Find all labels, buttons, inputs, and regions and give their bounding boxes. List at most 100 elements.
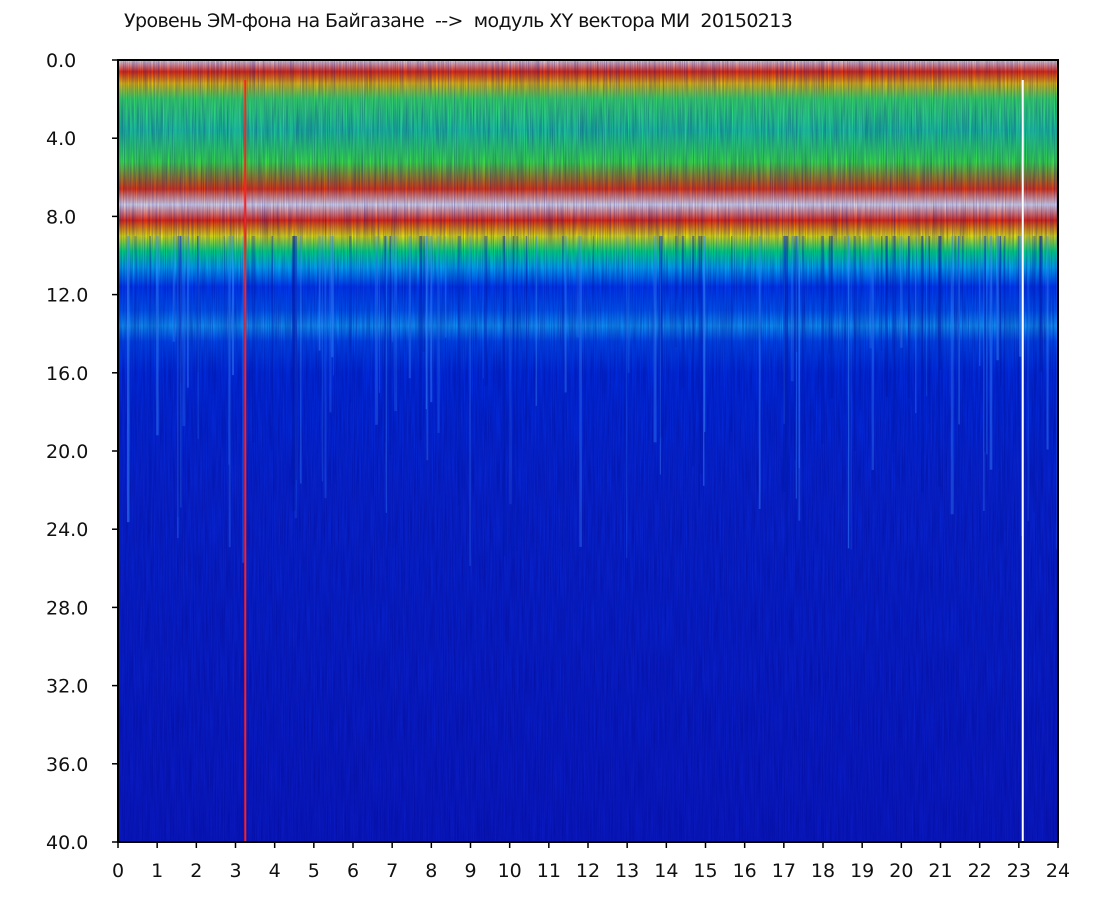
heatmap-streak	[223, 235, 225, 467]
heatmap-streak	[1003, 235, 1006, 532]
heatmap-streak	[384, 235, 387, 443]
heatmap-streak	[801, 235, 805, 568]
x-tick-label: 16	[733, 860, 757, 882]
x-tick-label: 13	[615, 860, 639, 882]
heatmap-streak	[989, 235, 993, 470]
heatmap-streak	[251, 235, 254, 429]
heatmap-streak	[692, 235, 695, 466]
heatmap-streak	[179, 235, 182, 384]
heatmap-streak	[232, 235, 235, 376]
x-tick-label: 12	[576, 860, 600, 882]
heatmap-streak	[419, 235, 422, 440]
x-tick-label: 20	[889, 860, 913, 882]
heatmap-streak	[300, 235, 302, 484]
heatmap-streak	[516, 235, 519, 551]
heatmap-streak	[698, 235, 700, 509]
x-tick-label: 2	[190, 860, 202, 882]
heatmap-streak	[700, 235, 703, 475]
y-tick-label: 40.0	[46, 832, 88, 854]
heatmap-streak	[950, 235, 954, 515]
heatmap-streak	[149, 235, 151, 535]
heatmap-streak	[329, 235, 332, 413]
heatmap-streak	[318, 235, 321, 351]
plot-area	[117, 59, 1059, 843]
heatmap-streak	[1056, 235, 1058, 550]
heatmap-streak	[660, 235, 663, 437]
heatmap-streak	[681, 235, 685, 389]
heatmap-streak	[172, 235, 175, 342]
heatmap-streak	[798, 235, 801, 521]
heatmap-streak	[291, 235, 295, 512]
heatmap-streak	[535, 235, 537, 406]
chart-title: Уровень ЭМ-фона на Байгазане --> модуль …	[124, 10, 793, 32]
x-tick-label: 17	[772, 860, 796, 882]
heatmap-streak	[627, 235, 630, 373]
heatmap-streak	[394, 235, 398, 412]
x-tick-label: 18	[811, 860, 835, 882]
heatmap-streak	[197, 235, 199, 439]
heatmap-streak	[798, 235, 800, 469]
heatmap-streak	[579, 235, 582, 547]
heatmap-streak	[961, 235, 964, 404]
heatmap-streak	[869, 235, 872, 349]
heatmap-streak	[658, 235, 661, 445]
time-markers	[244, 80, 1024, 842]
heatmap-streak	[785, 235, 789, 557]
heatmap-streak	[242, 235, 245, 563]
heatmap-streak	[853, 235, 857, 451]
x-tick-label: 10	[498, 860, 522, 882]
heatmap-streak	[156, 235, 159, 436]
heatmap-streak	[659, 235, 661, 475]
heatmap-streak	[928, 235, 931, 424]
heatmap-streak	[292, 235, 296, 511]
heatmap-streak	[847, 235, 850, 549]
x-tick-label: 14	[654, 860, 678, 882]
y-tick-label: 12.0	[46, 285, 88, 307]
x-tick-label: 4	[269, 860, 281, 882]
heatmap-streak	[484, 235, 488, 387]
heatmap-streak	[321, 235, 323, 482]
heatmap-streak	[938, 235, 941, 487]
heatmap-streak	[271, 235, 274, 450]
heatmap-streak	[1046, 235, 1049, 450]
heatmap-streak	[292, 235, 295, 486]
heatmap-streak	[986, 235, 988, 455]
heatmap-streak	[324, 235, 327, 499]
heatmap-streak	[502, 235, 506, 556]
heatmap-streak	[958, 235, 960, 425]
heatmap-streak	[659, 235, 662, 438]
heatmap-streak	[378, 235, 380, 393]
heatmap-streak	[196, 235, 199, 373]
x-tick-label: 1	[151, 860, 163, 882]
x-tick-label: 22	[968, 860, 992, 882]
heatmap-streak	[1027, 235, 1030, 521]
y-tick-label: 20.0	[46, 441, 88, 463]
heatmap-streak	[899, 235, 903, 348]
heatmap-streak	[796, 235, 798, 352]
heatmap-streak	[731, 235, 733, 432]
y-tick-label: 8.0	[46, 206, 76, 228]
x-tick-label: 21	[928, 860, 952, 882]
heatmap-streak	[512, 235, 515, 552]
heatmap-streak	[979, 235, 981, 366]
x-axis: 0 1 2 3 4 5 6 7 8 9 10 11 12 13 14 15 16 17 18 19 20 21 22 23 24	[112, 842, 1070, 882]
heatmap-streak	[444, 235, 447, 338]
y-tick-label: 28.0	[46, 597, 88, 619]
heatmap-streak	[795, 235, 797, 499]
x-tick-label: 19	[850, 860, 874, 882]
heatmap-streak	[885, 235, 888, 397]
heatmap-streak	[228, 235, 231, 548]
heatmap-streak	[821, 235, 824, 444]
heatmap-streak	[983, 235, 985, 512]
x-tick-label: 3	[229, 860, 241, 882]
heatmap-streak	[252, 235, 256, 443]
x-tick-label: 9	[464, 860, 476, 882]
heatmap-streak	[996, 235, 1000, 361]
heatmap-streak	[894, 235, 897, 507]
heatmap-streak	[907, 235, 910, 399]
heatmap-streak	[1017, 235, 1020, 427]
heatmap-streak	[794, 235, 796, 460]
heatmap-streak	[892, 235, 896, 454]
heatmap-streak	[375, 235, 378, 425]
